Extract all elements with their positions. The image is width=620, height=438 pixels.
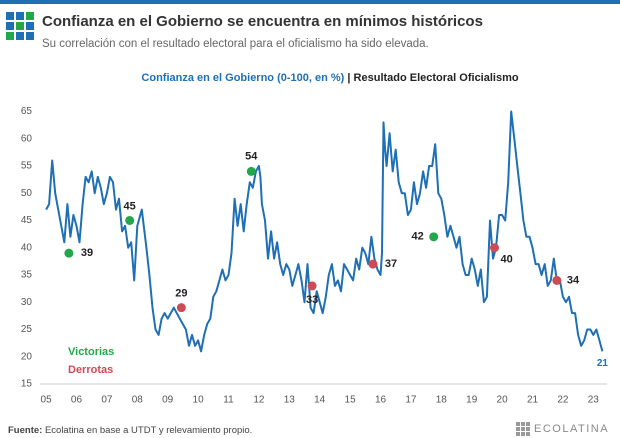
- election-point: [429, 232, 439, 242]
- point-label: 34: [567, 274, 580, 286]
- x-tick-label: 08: [132, 395, 144, 406]
- election-point: [552, 275, 562, 285]
- source-text: Ecolatina en base a UTDT y relevamiento …: [45, 425, 252, 436]
- point-label: 37: [385, 258, 397, 270]
- confidence-line: [45, 110, 604, 353]
- election-point: [176, 303, 186, 313]
- x-tick-label: 09: [162, 395, 174, 406]
- y-tick-label: 15: [21, 379, 33, 390]
- legend-entry: Victorias: [68, 346, 114, 358]
- x-tick-label: 11: [223, 395, 234, 406]
- source-label: Fuente:: [8, 425, 42, 436]
- x-tick-label: 14: [314, 395, 326, 406]
- y-tick-label: 60: [21, 133, 33, 144]
- legend-entry: Derrotas: [68, 364, 113, 376]
- x-tick-label: 05: [41, 395, 53, 406]
- y-tick-label: 20: [21, 351, 33, 362]
- header-right: | Resultado Electoral Oficialismo: [347, 72, 518, 84]
- x-tick-label: 15: [345, 395, 357, 406]
- election-point: [490, 243, 500, 253]
- x-tick-label: 07: [101, 395, 113, 406]
- point-label: 45: [124, 200, 136, 212]
- x-tick-label: 10: [193, 395, 205, 406]
- x-tick-label: 12: [253, 395, 265, 406]
- x-tick-label: 23: [588, 395, 600, 406]
- brand: ECOLATINA: [534, 423, 609, 435]
- title: Confianza en el Gobierno se encuentra en…: [42, 13, 483, 30]
- y-tick-label: 65: [21, 106, 33, 117]
- chart-header: Confianza en el Gobierno (0-100, en %) |…: [141, 72, 518, 84]
- y-tick-label: 55: [21, 161, 33, 172]
- top-bar: [0, 0, 620, 4]
- y-tick-label: 25: [21, 324, 33, 335]
- logo: [6, 12, 34, 40]
- x-tick-label: 16: [375, 395, 387, 406]
- x-tick-label: 20: [497, 395, 509, 406]
- x-tick-label: 19: [466, 395, 478, 406]
- source: Fuente: Ecolatina en base a UTDT y relev…: [8, 425, 252, 436]
- brand-logo: [516, 422, 530, 436]
- end-label: 21: [597, 358, 609, 369]
- point-label: 42: [411, 231, 423, 243]
- x-tick-label: 13: [284, 395, 296, 406]
- subtitle: Su correlación con el resultado electora…: [42, 38, 429, 50]
- x-tick-label: 22: [557, 395, 569, 406]
- point-label: 39: [81, 247, 93, 259]
- election-point: [307, 281, 317, 291]
- election-point: [246, 166, 256, 176]
- header-left: Confianza en el Gobierno (0-100, en %): [141, 72, 344, 84]
- point-label: 29: [175, 288, 187, 300]
- point-label: 33: [306, 294, 318, 306]
- y-tick-label: 40: [21, 242, 33, 253]
- election-point: [368, 259, 378, 269]
- x-tick-label: 18: [436, 395, 448, 406]
- y-tick-label: 50: [21, 188, 33, 199]
- point-label: 40: [501, 254, 513, 266]
- point-label: 54: [245, 150, 258, 162]
- election-point: [125, 215, 135, 225]
- election-point: [64, 248, 74, 258]
- y-tick-label: 30: [21, 297, 33, 308]
- x-tick-label: 06: [71, 395, 83, 406]
- x-tick-label: 17: [405, 395, 417, 406]
- y-tick-label: 35: [21, 270, 33, 281]
- y-tick-label: 45: [21, 215, 33, 226]
- x-tick-label: 21: [527, 395, 539, 406]
